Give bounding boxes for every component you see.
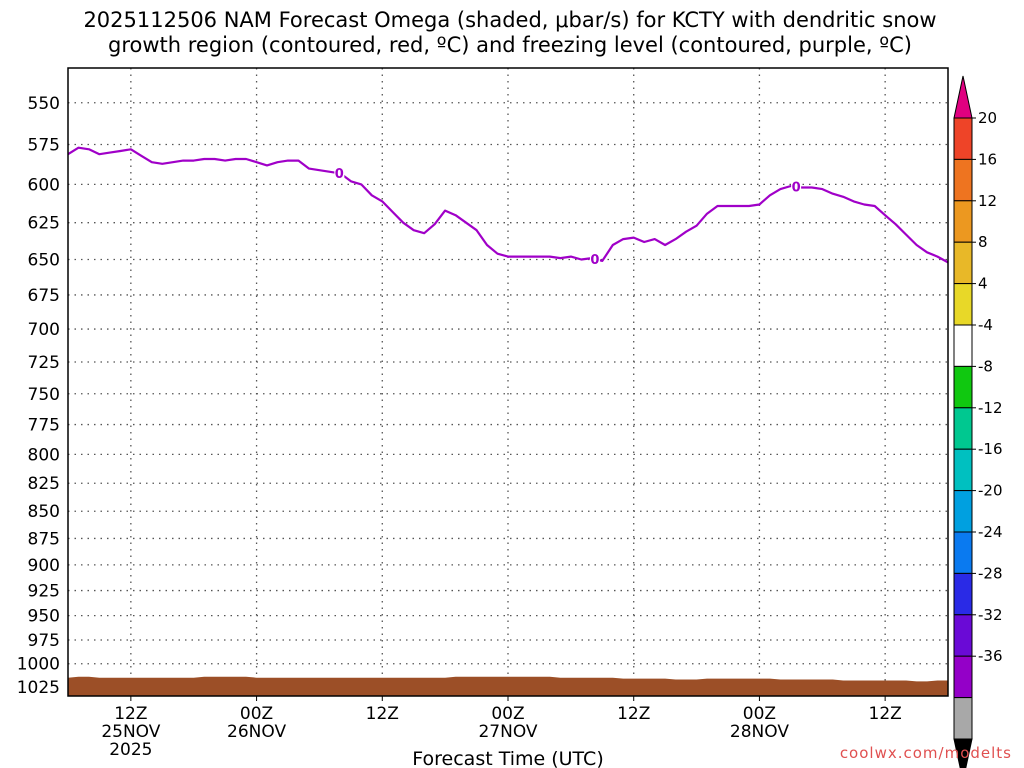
y-tick-label: 775 <box>28 416 60 436</box>
freezing-level-line <box>67 146 949 264</box>
y-tick-label: 625 <box>28 214 60 234</box>
y-tick-label: 650 <box>28 251 60 271</box>
colorbar-tick-label: 4 <box>978 275 988 293</box>
colorbar-tick-label: -36 <box>978 647 1003 665</box>
colorbar-box <box>953 365 973 409</box>
colorbar-tick-label: -20 <box>978 482 1003 500</box>
y-tick-label: 875 <box>28 529 60 549</box>
colorbar-bottom-arrow <box>953 738 973 768</box>
terrain-layer <box>68 676 948 696</box>
colorbar-top-arrow <box>953 75 973 119</box>
x-tick-label: 12Z <box>114 704 147 724</box>
chart-title-line-1: 2025112506 NAM Forecast Omega (shaded, μ… <box>83 8 936 32</box>
colorbar-box <box>953 117 973 160</box>
freezing-contour-label: 0 <box>792 181 801 196</box>
colorbar-tick-label: -4 <box>978 316 993 334</box>
colorbar-tick-label: 16 <box>978 150 997 168</box>
colorbar-tick-label: -28 <box>978 564 1003 582</box>
x-tick-date: 26NOV <box>227 722 286 742</box>
colorbar-box <box>953 448 973 492</box>
colorbar-box <box>953 407 973 450</box>
colorbar-box <box>953 655 973 699</box>
y-tick-label: 675 <box>28 286 60 306</box>
colorbar-box <box>953 158 973 202</box>
colorbar-tick-label: 20 <box>978 109 997 127</box>
y-tick-label: 950 <box>28 607 60 627</box>
x-axis-label: Forecast Time (UTC) <box>412 748 603 768</box>
y-tick-label: 975 <box>28 631 60 651</box>
x-tick-label: 00Z <box>743 704 776 724</box>
colorbar-tick-label: 12 <box>978 192 997 210</box>
y-tick-label: 550 <box>28 94 60 114</box>
y-tick-label: 600 <box>28 175 60 195</box>
colorbar-tick-label: -24 <box>978 523 1003 541</box>
colorbar-tick-label: -12 <box>978 399 1003 417</box>
colorbar-box <box>953 572 973 616</box>
contour-label-bg <box>589 250 600 267</box>
x-tick-label: 12Z <box>617 704 650 724</box>
x-tick-year: 2025 <box>109 740 152 760</box>
y-tick-label: 700 <box>28 320 60 340</box>
colorbar-box <box>953 283 973 326</box>
colorbar-tick-label: -8 <box>978 357 993 375</box>
y-axis-ticks: 550 575 600 625 650 675 700 725 750 775 800 825 850 8… <box>17 94 60 698</box>
colorbar-box <box>953 614 973 657</box>
x-tick-label: 00Z <box>491 704 524 724</box>
freezing-level-layer: 0 0 0 <box>67 146 949 268</box>
credit-text: coolwx.com/modelts <box>840 744 1012 762</box>
x-tick-date: 28NOV <box>730 722 789 742</box>
y-tick-label: 1000 <box>17 655 60 675</box>
chart-title-line-2: growth region (contoured, red, ºC) and f… <box>108 33 912 57</box>
y-tick-label: 925 <box>28 582 60 602</box>
contour-label-bg <box>334 165 345 182</box>
contour-label-bg <box>791 178 802 195</box>
x-tick-date: 25NOV <box>101 722 160 742</box>
colorbar-tick-label: 8 <box>978 233 988 251</box>
grid-lines <box>68 68 948 696</box>
colorbar-tick-label: -32 <box>978 606 1003 624</box>
freezing-contour-label: 0 <box>335 167 344 182</box>
terrain-fill <box>68 676 948 696</box>
x-tick-date: 27NOV <box>478 722 537 742</box>
colorbar-box <box>953 241 973 285</box>
y-tick-label: 725 <box>28 353 60 373</box>
colorbar-box <box>953 200 973 243</box>
colorbar-box <box>953 324 973 367</box>
y-tick-label: 1025 <box>17 678 60 698</box>
colorbar-box <box>953 697 973 740</box>
y-tick-label: 575 <box>28 135 60 155</box>
colorbar: 20 16 12 8 4 -4 -8 -12 -16 -20 -24 -28 -32 -36 <box>953 75 1003 768</box>
y-tick-label: 900 <box>28 556 60 576</box>
colorbar-tick-label: -16 <box>978 440 1003 458</box>
y-tick-label: 800 <box>28 445 60 465</box>
y-tick-label: 825 <box>28 474 60 494</box>
y-tick-label: 750 <box>28 385 60 405</box>
x-tick-label: 00Z <box>240 704 273 724</box>
colorbar-box <box>953 490 973 533</box>
x-tick-label: 12Z <box>869 704 902 724</box>
colorbar-box <box>953 531 973 574</box>
y-tick-label: 850 <box>28 502 60 522</box>
x-tick-label: 12Z <box>366 704 399 724</box>
freezing-contour-label: 0 <box>590 253 599 268</box>
